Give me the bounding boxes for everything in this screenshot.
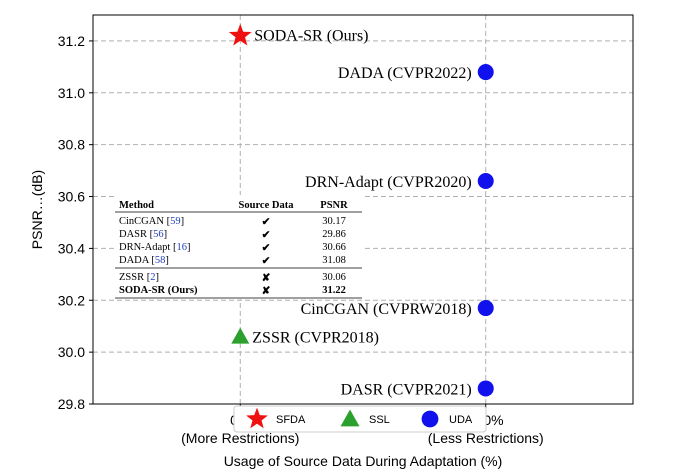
point-label: DASR (CVPR2021): [341, 381, 472, 398]
point-label: CinCGAN (CVPRW2018): [301, 301, 472, 318]
citation-link[interactable]: 59: [170, 216, 181, 227]
point-marker-sfda: [228, 23, 252, 46]
point-marker-uda: [477, 300, 494, 317]
ref-bracket: [: [147, 229, 154, 240]
table-cell-source: ✔: [262, 256, 271, 267]
ref-bracket: ]: [155, 272, 159, 283]
citation-link[interactable]: 56: [153, 229, 164, 240]
x-axis-label: Usage of Source Data During Adaptation (…: [224, 453, 503, 469]
y-axis-label: PSNR…(dB): [29, 170, 45, 249]
ref-bracket: ]: [164, 229, 168, 240]
y-tick-label: 30.8: [58, 137, 85, 153]
table-cell-psnr: 29.86: [322, 229, 346, 240]
point-marker-uda: [477, 64, 494, 81]
table-cell-source: ✘: [262, 285, 271, 297]
method-name: ZSSR: [119, 272, 144, 283]
legend-box: [233, 405, 487, 433]
ref-bracket: [: [149, 255, 156, 266]
ref-bracket: [: [144, 272, 151, 283]
method-name: DADA: [119, 255, 150, 266]
point-marker-uda: [477, 172, 494, 189]
legend-label-sfda: SFDA: [276, 414, 306, 426]
point-marker-ssl: [231, 327, 250, 344]
table-cell-method: SODA-SR (Ours): [119, 285, 198, 296]
legend-label-ssl: SSL: [369, 414, 390, 426]
x-tick-sublabel: (More Restrictions): [181, 430, 299, 446]
y-tick-label: 31.0: [58, 85, 85, 101]
point-label: DRN-Adapt (CVPR2020): [305, 174, 472, 191]
citation-link[interactable]: 2: [150, 272, 155, 283]
y-tick-label: 30.2: [58, 292, 85, 308]
table-header-psnr: PSNR: [320, 200, 348, 211]
table-cell-source: ✔: [262, 230, 271, 241]
plot-frame: [92, 14, 634, 405]
inset-table: Method Source Data PSNR CinCGAN [59] ✔ 30.17 D…: [115, 195, 362, 299]
table-header-method: Method: [119, 200, 154, 211]
method-name: SODA-SR (Ours): [119, 285, 198, 296]
legend-label-uda: UDA: [449, 414, 473, 426]
method-name: DRN-Adapt: [119, 242, 170, 253]
y-tick-label: 30.4: [58, 240, 85, 256]
table-cell-method: DASR [56]: [119, 229, 167, 240]
method-name: DASR: [119, 229, 147, 240]
point-label: DADA (CVPR2022): [338, 65, 472, 82]
ref-bracket: [: [164, 216, 171, 227]
ref-bracket: ]: [187, 242, 191, 253]
y-tick-label: 29.8: [58, 396, 85, 412]
y-tick-label: 31.2: [58, 33, 85, 49]
ref-bracket: ]: [165, 255, 169, 266]
y-tick-label: 30.6: [58, 189, 85, 205]
table-cell-source: ✔: [262, 243, 271, 254]
table-cell-source: ✘: [262, 272, 271, 284]
legend-marker-uda: [421, 410, 439, 428]
x-tick-sublabel: (Less Restrictions): [428, 430, 544, 446]
data-points: SODA-SR (Ours) ZSSR (CVPR2018) DADA (CVPR2…: [228, 23, 494, 398]
table-cell-method: ZSSR [2]: [119, 272, 159, 283]
point-marker-uda: [477, 380, 494, 397]
table-cell-psnr: 31.08: [322, 255, 346, 266]
legend-marker-sfda: [246, 407, 268, 429]
ref-bracket: [: [170, 242, 177, 253]
table-cell-method: CinCGAN [59]: [119, 216, 184, 227]
table-cell-psnr: 31.22: [322, 285, 346, 296]
table-cell-method: DADA [58]: [119, 255, 169, 266]
table-cell-psnr: 30.66: [322, 242, 346, 253]
legend: SFDA SSL UDA: [233, 405, 487, 433]
table-cell-psnr: 30.06: [322, 272, 346, 283]
y-axis-ticks: 29.8 30.0 30.2 30.4 30.6 30.8 31.0 31.2: [58, 33, 93, 412]
table-cell-psnr: 30.17: [322, 216, 346, 227]
legend-marker-ssl: [340, 409, 360, 427]
citation-link[interactable]: 58: [155, 255, 166, 266]
table-cell-method: DRN-Adapt [16]: [119, 242, 190, 253]
method-name: CinCGAN: [119, 216, 164, 227]
table-header-source: Source Data: [239, 200, 295, 211]
point-label: ZSSR (CVPR2018): [252, 330, 379, 347]
citation-link[interactable]: 16: [176, 242, 187, 253]
y-tick-label: 30.0: [58, 344, 85, 360]
table-cell-source: ✔: [262, 217, 271, 228]
ref-bracket: ]: [181, 216, 185, 227]
point-label: SODA-SR (Ours): [254, 28, 368, 45]
